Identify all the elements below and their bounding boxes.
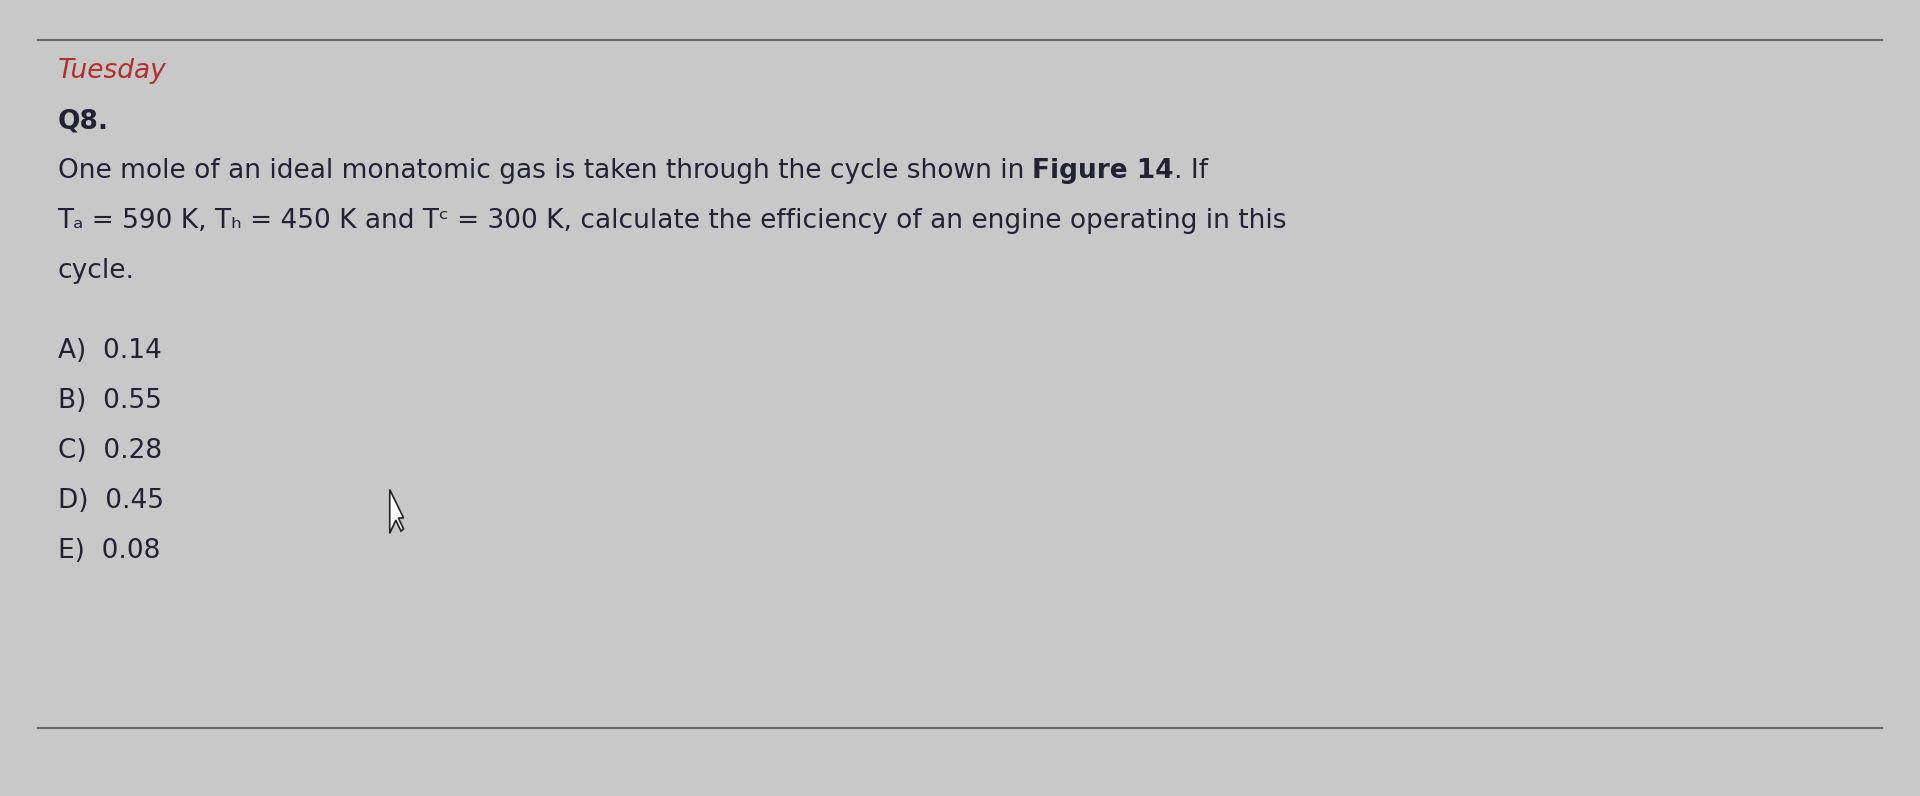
Text: Tₐ = 590 K, Tₕ = 450 K and Tᶜ = 300 K, calculate the efficiency of an engine ope: Tₐ = 590 K, Tₕ = 450 K and Tᶜ = 300 K, c…: [58, 208, 1286, 234]
Text: C)  0.28: C) 0.28: [58, 438, 161, 464]
Text: E)  0.08: E) 0.08: [58, 538, 159, 564]
Text: . If: . If: [1173, 158, 1208, 184]
Text: Figure 14: Figure 14: [1033, 158, 1173, 184]
Text: D)  0.45: D) 0.45: [58, 488, 163, 514]
Text: Tuesday: Tuesday: [58, 58, 167, 84]
Text: cycle.: cycle.: [58, 258, 134, 284]
Text: Q8.: Q8.: [58, 108, 109, 134]
Text: One mole of an ideal monatomic gas is taken through the cycle shown in: One mole of an ideal monatomic gas is ta…: [58, 158, 1033, 184]
Polygon shape: [390, 490, 403, 533]
Text: B)  0.55: B) 0.55: [58, 388, 161, 414]
Text: A)  0.14: A) 0.14: [58, 338, 161, 364]
